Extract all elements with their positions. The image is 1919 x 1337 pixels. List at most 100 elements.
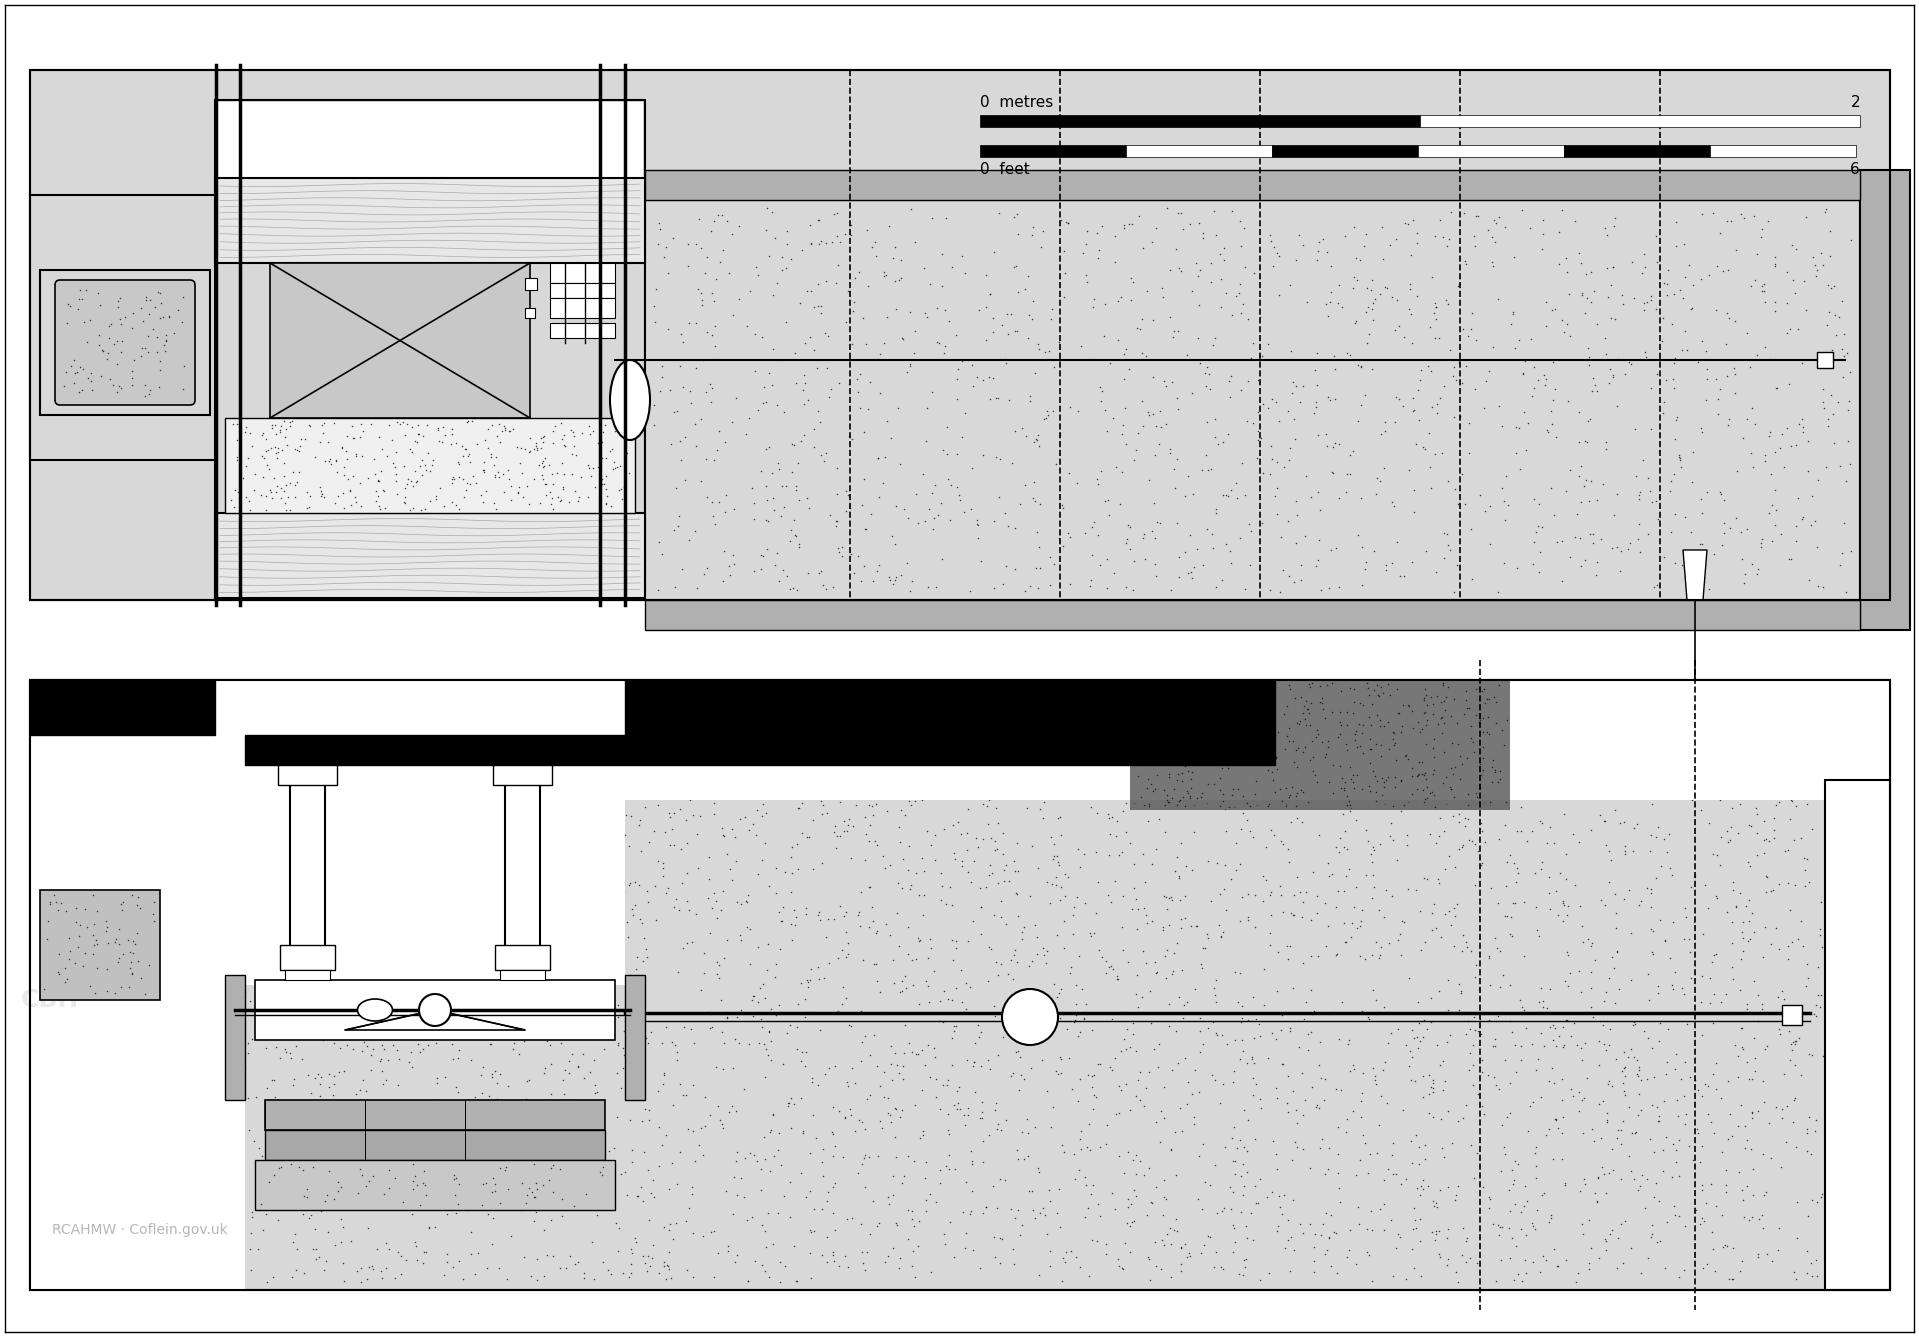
Point bbox=[835, 1099, 865, 1120]
Point bbox=[1188, 1134, 1219, 1155]
Point bbox=[380, 441, 411, 463]
Point bbox=[954, 1104, 984, 1126]
Point bbox=[1142, 961, 1173, 983]
Point bbox=[936, 989, 967, 1011]
Point bbox=[1675, 521, 1706, 543]
Point bbox=[510, 1070, 541, 1091]
Point bbox=[1029, 219, 1059, 241]
Point bbox=[1207, 297, 1238, 318]
Point bbox=[1040, 866, 1071, 888]
Point bbox=[583, 830, 614, 852]
Point bbox=[1526, 1086, 1556, 1107]
Point bbox=[75, 1094, 106, 1115]
Point bbox=[785, 1050, 816, 1071]
Point bbox=[752, 489, 783, 511]
Point bbox=[1829, 816, 1860, 837]
Point bbox=[756, 999, 787, 1020]
Point bbox=[1420, 697, 1451, 718]
Point bbox=[240, 1013, 271, 1035]
Point bbox=[558, 436, 589, 457]
Point bbox=[1161, 1165, 1192, 1186]
Point bbox=[1733, 931, 1764, 952]
Point bbox=[1320, 1222, 1351, 1243]
Point bbox=[733, 1270, 764, 1292]
Point bbox=[286, 742, 317, 763]
Point bbox=[338, 465, 368, 487]
Point bbox=[752, 933, 783, 955]
Point bbox=[910, 746, 940, 767]
Bar bbox=[1860, 170, 1909, 630]
Point bbox=[1171, 1094, 1201, 1115]
Point bbox=[520, 432, 551, 453]
Point bbox=[94, 961, 125, 983]
Point bbox=[1654, 857, 1685, 878]
Point bbox=[1418, 785, 1449, 806]
Point bbox=[194, 979, 225, 1000]
Point bbox=[1253, 1262, 1284, 1284]
Point bbox=[121, 1114, 152, 1135]
Point bbox=[1247, 865, 1278, 886]
Point bbox=[1813, 301, 1844, 322]
Point bbox=[1249, 749, 1280, 770]
Point bbox=[1622, 714, 1652, 735]
Point bbox=[489, 417, 520, 439]
Point bbox=[1100, 251, 1130, 273]
Point bbox=[514, 428, 545, 449]
Point bbox=[1775, 318, 1806, 340]
Point bbox=[1762, 500, 1792, 521]
Point bbox=[1483, 675, 1514, 697]
Point bbox=[545, 1158, 576, 1179]
Point bbox=[1284, 714, 1315, 735]
Point bbox=[198, 1108, 228, 1130]
Point bbox=[664, 698, 695, 719]
Point bbox=[654, 1178, 685, 1199]
Point bbox=[228, 467, 259, 488]
Point bbox=[1817, 275, 1848, 297]
Point bbox=[1706, 687, 1737, 709]
Point bbox=[476, 917, 507, 939]
Point bbox=[931, 299, 961, 321]
Point bbox=[1086, 390, 1117, 412]
Point bbox=[654, 834, 685, 856]
Point bbox=[1854, 1215, 1884, 1237]
Point bbox=[608, 1036, 639, 1058]
Point bbox=[113, 1143, 144, 1165]
Point bbox=[167, 378, 198, 400]
Point bbox=[1023, 857, 1054, 878]
Point bbox=[1481, 1074, 1512, 1095]
Point bbox=[382, 1147, 413, 1169]
Point bbox=[345, 496, 376, 517]
Point bbox=[1439, 857, 1470, 878]
Point bbox=[474, 1084, 505, 1106]
Point bbox=[1011, 686, 1042, 707]
Point bbox=[837, 747, 867, 769]
Bar bbox=[1272, 144, 1418, 156]
Point bbox=[177, 723, 207, 745]
Point bbox=[1447, 940, 1478, 961]
Point bbox=[956, 1154, 986, 1175]
Point bbox=[804, 273, 835, 294]
Point bbox=[1595, 358, 1625, 380]
Point bbox=[1330, 733, 1361, 754]
Point bbox=[936, 894, 967, 916]
Point bbox=[710, 501, 741, 523]
Point bbox=[1474, 1186, 1504, 1207]
Point bbox=[54, 722, 84, 743]
Point bbox=[712, 738, 743, 759]
Point bbox=[685, 1118, 716, 1139]
Point bbox=[1176, 916, 1207, 937]
Point bbox=[1165, 685, 1196, 706]
Point bbox=[1366, 217, 1397, 238]
Point bbox=[259, 1094, 290, 1115]
Point bbox=[1710, 983, 1741, 1004]
Point bbox=[1577, 368, 1608, 389]
Point bbox=[773, 753, 804, 774]
Point bbox=[1121, 691, 1151, 713]
Point bbox=[770, 312, 800, 333]
Point bbox=[1704, 223, 1735, 245]
Point bbox=[1595, 1019, 1625, 1040]
Point bbox=[1602, 396, 1633, 417]
Point bbox=[520, 1173, 551, 1194]
Point bbox=[1267, 1019, 1297, 1040]
Point bbox=[718, 410, 748, 432]
